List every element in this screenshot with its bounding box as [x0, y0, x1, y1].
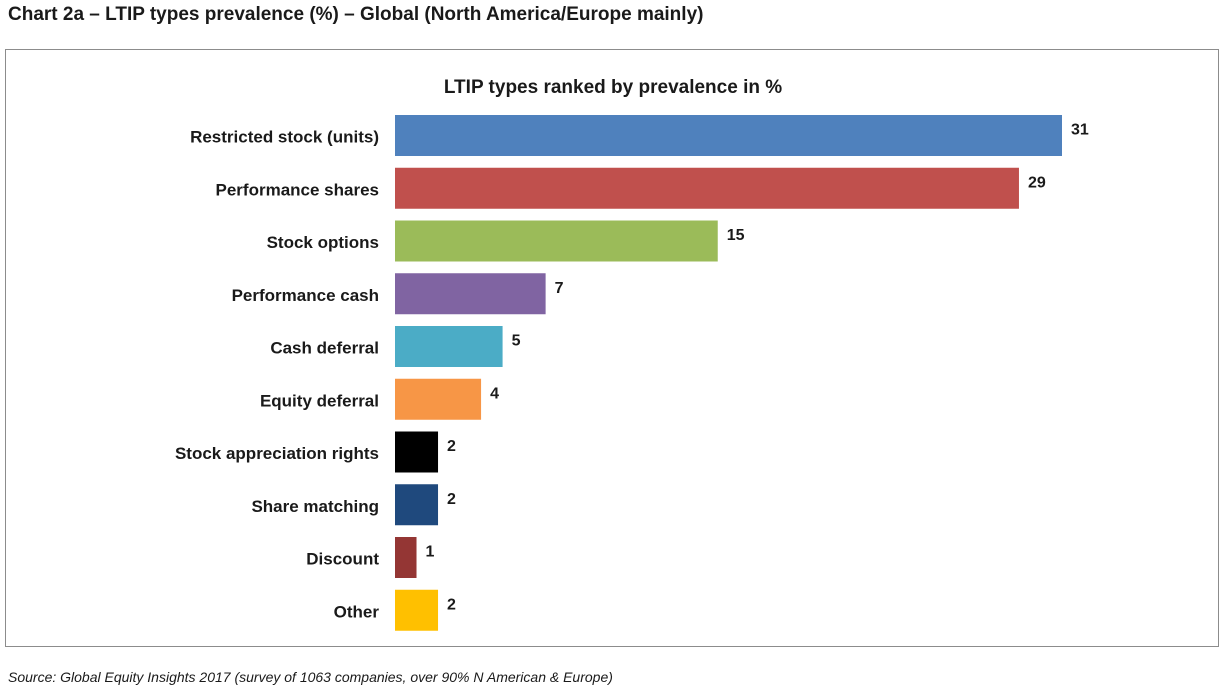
category-label: Stock appreciation rights: [175, 444, 379, 463]
data-label: 2: [447, 438, 456, 455]
category-label: Other: [334, 602, 380, 621]
data-label: 2: [447, 491, 456, 508]
category-label: Performance cash: [232, 286, 379, 305]
chart-frame: LTIP types ranked by prevalence in % Res…: [5, 49, 1219, 647]
bar: [395, 378, 482, 420]
data-label: 31: [1071, 122, 1089, 139]
category-label: Stock options: [267, 233, 379, 252]
bar: [395, 589, 439, 631]
bars-layer: Restricted stock (units) 31 Performance sh…: [175, 115, 1089, 631]
category-label: Equity deferral: [260, 391, 379, 410]
bar-chart: LTIP types ranked by prevalence in % Res…: [175, 77, 1089, 631]
bar: [395, 431, 439, 473]
data-label: 5: [512, 333, 521, 350]
category-label: Share matching: [251, 497, 379, 516]
category-label: Cash deferral: [270, 339, 379, 358]
data-label: 29: [1028, 174, 1046, 191]
bar: [395, 484, 439, 526]
bar: [395, 220, 718, 262]
data-label: 7: [555, 280, 564, 297]
data-label: 4: [490, 385, 499, 402]
category-label: Performance shares: [216, 180, 379, 199]
bar: [395, 326, 503, 367]
chart-title: LTIP types ranked by prevalence in %: [444, 77, 782, 98]
data-label: 15: [727, 227, 745, 244]
category-label: Restricted stock (units): [190, 128, 379, 147]
data-label: 1: [426, 544, 435, 561]
bar: [395, 167, 1019, 209]
category-label: Discount: [306, 550, 379, 569]
bar: [395, 273, 546, 315]
bar: [395, 537, 417, 578]
source-note: Source: Global Equity Insights 2017 (sur…: [8, 669, 613, 685]
bar: [395, 115, 1062, 156]
data-label: 2: [447, 596, 456, 613]
page-heading: Chart 2a – LTIP types prevalence (%) – G…: [8, 4, 704, 25]
